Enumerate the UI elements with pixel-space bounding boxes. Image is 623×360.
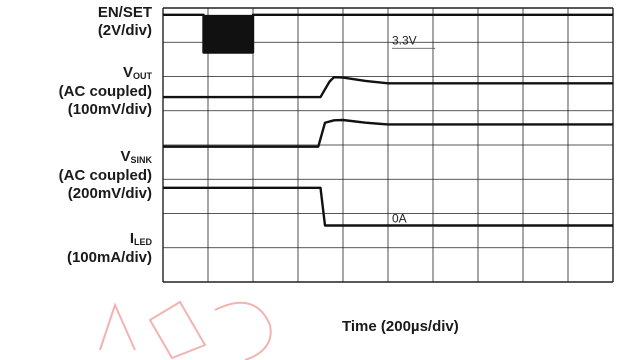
x-axis-label: Time (200µs/div)	[342, 318, 459, 335]
channel-name: VOUT	[122, 64, 152, 81]
annotation-label: 0A	[392, 211, 407, 225]
scope-annotations: 3.3V 0A	[392, 33, 436, 227]
trace-v-out	[163, 75, 613, 99]
channel-label: VSINK (AC coupled) (200mV/div)	[59, 148, 152, 203]
channel-label: EN/SET (2V/div)	[98, 4, 152, 40]
channel-scale: (2V/div)	[97, 22, 152, 39]
trace-v-sink	[163, 118, 613, 148]
trace-en-set-burst	[203, 14, 253, 53]
channel-coupling: (AC coupled)	[58, 167, 152, 184]
channel-name: VSINK	[120, 148, 152, 165]
channel-scale: (100mV/div)	[67, 101, 152, 118]
trace-i-led	[163, 186, 613, 227]
annotation-label: 3.3V	[392, 33, 417, 47]
scope-grid	[162, 7, 614, 283]
oscilloscope-plot: 3.3V 0A	[162, 7, 614, 283]
channel-scale: (200mV/div)	[67, 185, 152, 202]
scope-traces	[163, 13, 613, 227]
channel-coupling: (AC coupled)	[58, 83, 152, 100]
channel-label: VOUT (AC coupled) (100mV/div)	[59, 64, 152, 119]
channel-scale: (100mA/div)	[66, 249, 152, 266]
channel-label: ILED (100mA/div)	[67, 230, 152, 267]
channel-name: ILED	[129, 230, 152, 247]
channel-name: EN/SET	[97, 4, 152, 21]
